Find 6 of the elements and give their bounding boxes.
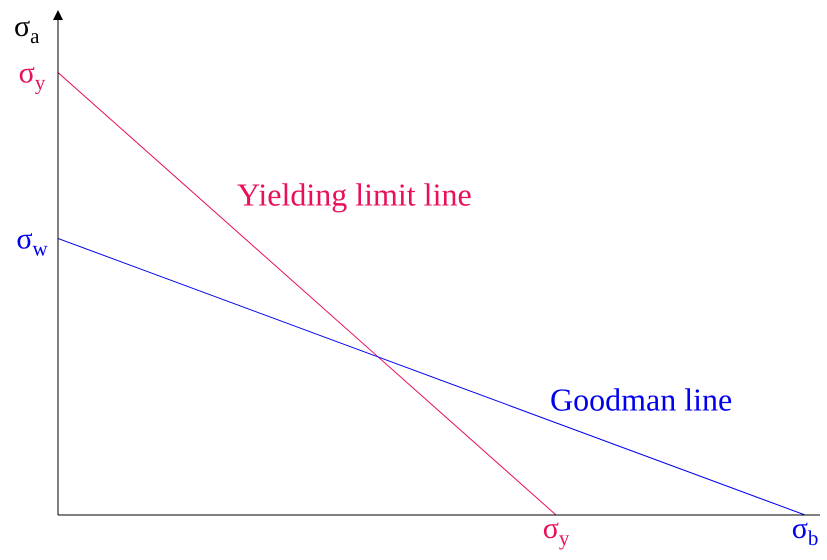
series-label: Goodman line xyxy=(550,381,732,418)
text: σ$_{w}$ xyxy=(16,222,48,261)
series-label: Yielding limit line xyxy=(237,176,472,213)
y-axis-title: σ$_{a}$ xyxy=(14,10,40,48)
text: σ$_{y}$ xyxy=(18,56,46,95)
x-tick-label: σ$_{b}$ xyxy=(792,512,818,550)
